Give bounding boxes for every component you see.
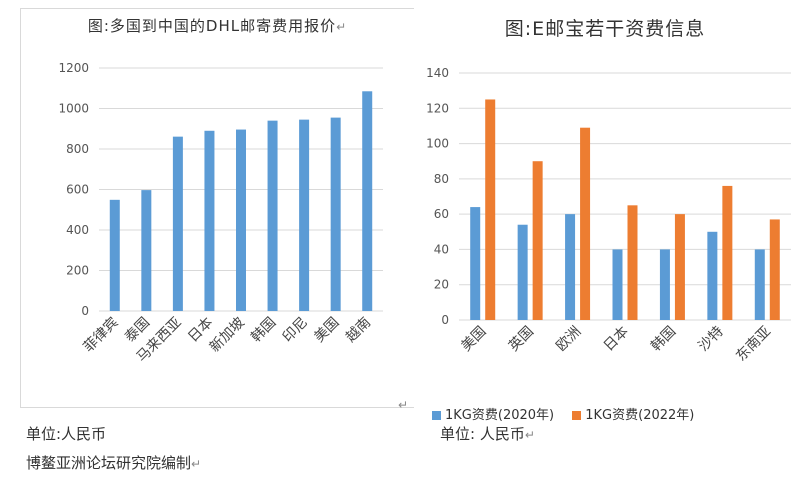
left-chart-bar [267, 120, 278, 312]
right-chart-bar [674, 214, 685, 320]
right-chart-bar [580, 127, 591, 320]
paragraph-mark: ↵ [398, 398, 409, 412]
left-chart-y-tick-label: 800 [66, 142, 89, 156]
right-chart-bar [722, 185, 733, 320]
left-chart-bar [141, 190, 152, 311]
right-chart-category-label: 美国 [458, 324, 489, 355]
right-chart-category-label: 韩国 [648, 324, 679, 355]
legend-item-2022: 1KG资费(2022年) [572, 404, 694, 423]
left-chart-bar [362, 91, 373, 311]
left-chart-y-tick-label: 1000 [58, 102, 89, 116]
right-chart-y-tick-label: 80 [434, 172, 449, 186]
right-chart-panel: 图:E邮宝若干资费信息 0 20 40 60 80 100 120 140 美国 英国 欧洲 日本 韩国… [414, 8, 796, 428]
right-chart-bar [707, 231, 718, 320]
right-chart-category-label: 东南亚 [733, 324, 774, 365]
left-chart-title: 图:多国到中国的DHL邮寄费用报价↵ [87, 17, 348, 35]
right-unit-note: 单位: 人民币↵ [440, 425, 535, 443]
left-chart-category-label: 新加坡 [207, 315, 248, 356]
left-bar-chart: 020040060080010001200菲律宾 泰国马来西亚 日本新加坡 韩国 印尼美… [58, 61, 383, 365]
right-chart-bar [754, 249, 765, 320]
left-chart-y-tick-label: 0 [81, 304, 89, 318]
right-chart-legend: 1KG资费(2020年) 1KG资费(2022年) [432, 404, 708, 423]
left-chart-panel: 图:多国到中国的DHL邮寄费用报价↵ 0 200 400 600 800 1000 1200… [20, 8, 415, 408]
left-chart-category-label: 韩国 [248, 315, 279, 346]
left-unit-note: 单位:人民币 [26, 425, 107, 443]
right-chart-y-tick-label: 20 [434, 278, 449, 292]
left-chart-bar [204, 130, 215, 311]
right-chart-title: 图:E邮宝若干资费信息 [504, 18, 706, 40]
left-chart-bar [330, 117, 341, 311]
right-chart-category-label: 欧洲 [553, 324, 584, 355]
source-note: 博鳌亚洲论坛研究院编制↵ [26, 454, 202, 472]
left-chart-bar [172, 136, 183, 311]
left-chart-category-label: 越南 [343, 315, 374, 346]
left-chart-bar [236, 129, 246, 311]
right-chart-category-label: 日本 [601, 324, 632, 355]
right-chart-bar [532, 161, 543, 320]
left-chart-category-label: 美国 [311, 315, 342, 346]
left-chart-y-tick-label: 600 [66, 183, 89, 197]
left-chart-bar [299, 119, 310, 311]
right-chart-bar [517, 224, 528, 320]
right-chart-bar [627, 205, 638, 320]
right-chart-y-tick-label: 0 [441, 313, 449, 327]
right-chart-y-tick-label: 100 [426, 137, 449, 151]
left-chart-category-label: 印尼 [280, 315, 311, 346]
right-chart-bar [485, 99, 496, 320]
right-chart-y-tick-label: 120 [426, 101, 449, 115]
left-chart-y-tick-label: 200 [66, 264, 89, 278]
left-chart-category-label: 菲律宾 [81, 315, 122, 356]
left-chart-bar [109, 199, 120, 311]
right-chart-y-tick-label: 40 [434, 242, 449, 256]
legend-item-2020: 1KG资费(2020年) [432, 404, 554, 423]
right-chart-bar [470, 207, 481, 320]
right-chart-bar [612, 249, 623, 320]
right-chart-category-label: 英国 [505, 323, 537, 355]
right-chart-bar [769, 219, 780, 320]
legend-swatch-2022 [572, 411, 582, 420]
right-chart-bar [659, 249, 670, 320]
left-chart-y-tick-label: 400 [66, 223, 89, 237]
right-chart-y-tick-label: 140 [426, 66, 449, 80]
legend-swatch-2020 [432, 411, 441, 420]
right-chart-y-tick-label: 60 [434, 207, 449, 221]
left-chart-y-tick-label: 1200 [58, 61, 89, 75]
right-bar-chart: 0 20 40 60 80 100 120 140 美国 英国 欧洲 日本 韩国 沙特 东南亚 [426, 66, 791, 365]
right-chart-category-label: 沙特 [696, 324, 727, 355]
right-chart-bar [565, 214, 576, 320]
